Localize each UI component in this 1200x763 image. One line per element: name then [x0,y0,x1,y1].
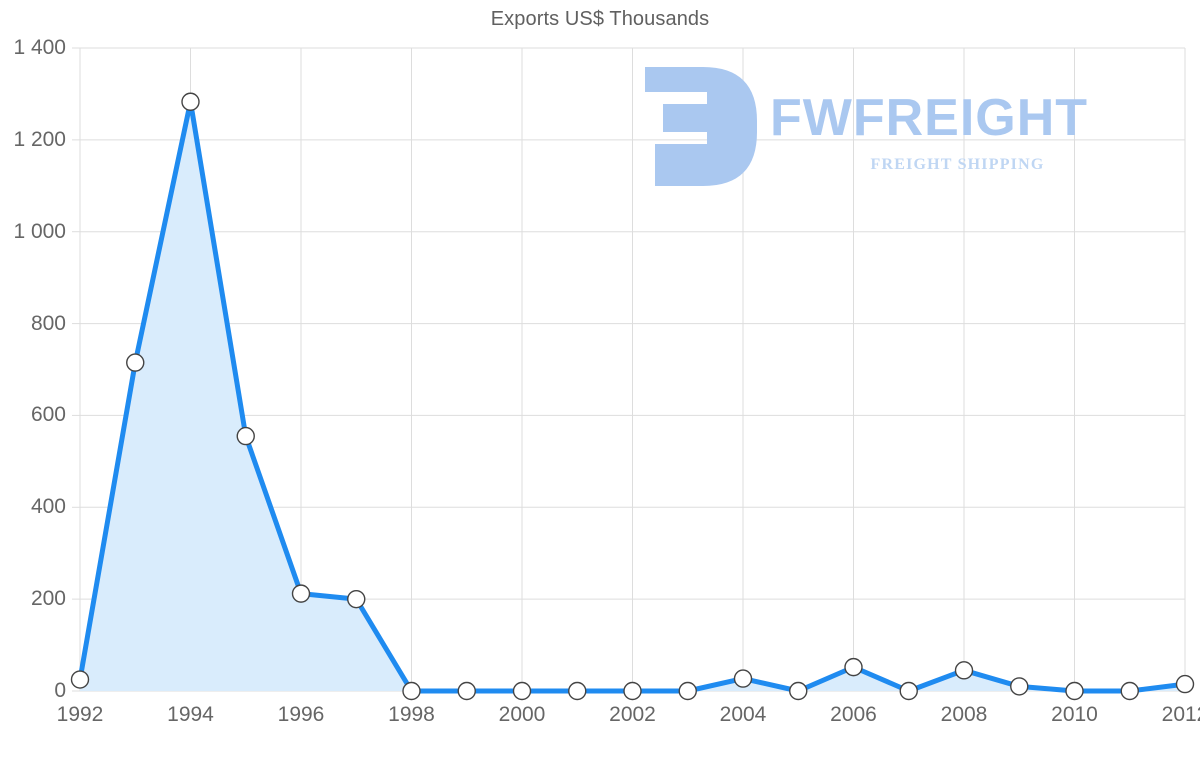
x-axis-tick-label: 2002 [609,703,656,726]
data-point-marker [678,681,697,701]
data-point-marker [844,657,863,677]
data-point-marker [1065,681,1084,701]
x-axis-tick-label: 2008 [940,703,988,726]
x-axis-tick-label: 2010 [1051,703,1098,726]
data-point-marker [291,584,311,603]
data-point-marker [733,669,753,688]
x-axis-tick-label: 2006 [830,703,877,726]
area-fill [80,101,1185,692]
x-axis-tick-label: 2012 [1161,703,1200,726]
y-axis-tick-label: 400 [30,495,66,519]
data-point-marker [126,353,145,372]
area-fill-path [80,101,1185,692]
data-point-marker [457,681,476,701]
data-point-marker [1120,681,1139,701]
data-point-marker [181,92,200,111]
x-axis-tick-label: 1992 [56,703,104,726]
data-point-marker [70,670,90,689]
y-axis-tick-label: 1 000 [13,219,66,243]
data-point-marker [899,681,918,701]
data-point-marker [1175,674,1195,694]
data-point-marker [347,589,366,609]
y-axis-tick-label: 800 [30,311,66,335]
data-point-marker [954,661,974,680]
x-axis-tick-label: 1994 [167,703,214,726]
chart-title: Exports US$ Thousands [490,8,710,30]
y-axis-tick-label: 600 [30,403,66,427]
x-axis-tick-label: 2000 [498,703,546,726]
y-axis-tick-label: 1 200 [13,127,66,151]
data-point-marker [402,681,421,701]
x-axis-tick-label: 2004 [719,703,767,726]
data-point-marker [512,681,532,701]
data-point-marker [236,426,255,446]
y-axis-tick-label: 0 [54,679,66,702]
data-point-marker [1010,677,1029,696]
data-point-marker [623,681,642,701]
x-axis-tick-label: 1996 [277,703,325,726]
y-axis-tick-label: 1 400 [13,36,66,59]
data-point-marker [789,681,808,701]
data-point-marker [568,681,587,701]
x-axis-tick-label: 1998 [388,703,435,726]
y-axis-tick-label: 200 [30,587,66,611]
data-markers [70,92,1195,701]
